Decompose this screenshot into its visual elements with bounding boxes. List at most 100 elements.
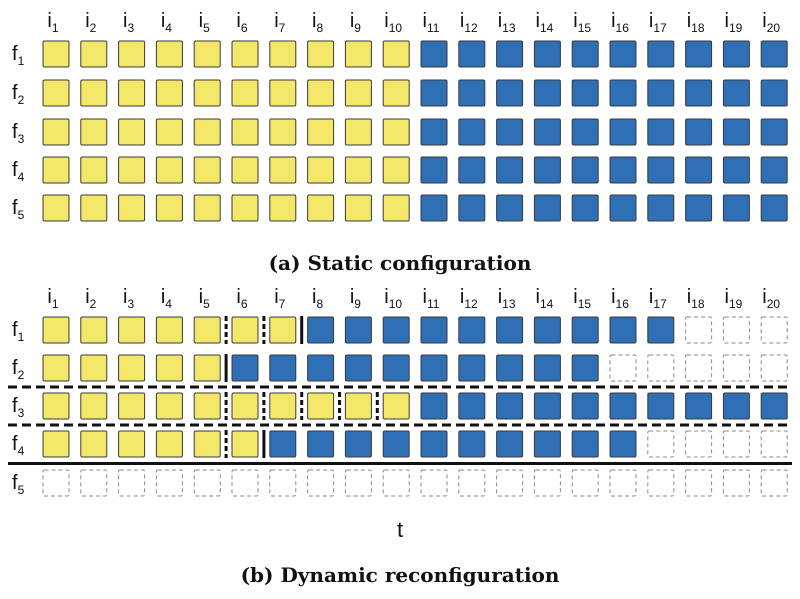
col-label-i7-letter: i bbox=[274, 10, 278, 32]
cell-yellow bbox=[155, 354, 183, 382]
col-label-i2: i2 bbox=[85, 10, 96, 35]
panel-a: i1 i2 i3 i4 i5 i6 i7 i8 i9 i10 i11 i12 i13 i14 i15 i16 i… bbox=[12, 10, 788, 275]
cell-blue bbox=[647, 79, 675, 107]
cell-blue bbox=[609, 316, 637, 344]
row-label-f5-subscript: 5 bbox=[18, 483, 25, 497]
row-label-f3-letter: f bbox=[12, 121, 18, 143]
cell-blue bbox=[420, 194, 448, 222]
cell-yellow bbox=[307, 194, 335, 222]
cell-blue bbox=[269, 354, 297, 382]
col-label-i10-letter: i bbox=[384, 10, 388, 32]
cell-empty bbox=[760, 430, 788, 458]
col-label-i15-letter: i bbox=[573, 10, 577, 32]
col-label-i16-subscript: 16 bbox=[616, 21, 630, 35]
cell-blue bbox=[571, 194, 599, 222]
panel-b-grid bbox=[42, 316, 788, 497]
cell-blue bbox=[496, 79, 524, 107]
row-label-f1-subscript: 1 bbox=[18, 330, 25, 344]
row-label-f3-letter: f bbox=[12, 395, 18, 417]
row-label-f2-letter: f bbox=[12, 357, 18, 379]
cell-empty bbox=[496, 469, 524, 497]
cell-yellow bbox=[231, 316, 259, 344]
cell-blue bbox=[760, 392, 788, 420]
cell-yellow bbox=[80, 40, 108, 68]
cell-blue bbox=[307, 430, 335, 458]
cell-blue bbox=[722, 118, 750, 146]
row-label-f2-subscript: 2 bbox=[18, 93, 25, 107]
col-label-i5-letter: i bbox=[199, 286, 203, 308]
row-label-f1: f1 bbox=[12, 43, 25, 68]
cell-blue bbox=[571, 118, 599, 146]
col-label-i6-letter: i bbox=[236, 10, 240, 32]
col-label-i9: i9 bbox=[350, 286, 361, 311]
cell-blue bbox=[533, 316, 561, 344]
cell-blue bbox=[533, 156, 561, 184]
col-label-i16: i16 bbox=[611, 10, 629, 35]
cell-yellow bbox=[155, 118, 183, 146]
cell-blue bbox=[685, 79, 713, 107]
col-label-i2-subscript: 2 bbox=[90, 297, 97, 311]
col-label-i5-subscript: 5 bbox=[203, 297, 210, 311]
cell-empty bbox=[685, 430, 713, 458]
col-label-i10: i10 bbox=[384, 10, 402, 35]
col-label-i3-letter: i bbox=[123, 10, 127, 32]
row-label-f4: f4 bbox=[12, 433, 25, 458]
cell-blue bbox=[420, 79, 448, 107]
cell-yellow bbox=[344, 40, 372, 68]
cell-blue bbox=[458, 79, 486, 107]
col-label-i8: i8 bbox=[312, 286, 323, 311]
cell-blue bbox=[760, 194, 788, 222]
col-label-i12: i12 bbox=[460, 286, 478, 311]
cell-yellow bbox=[231, 194, 259, 222]
cell-blue bbox=[760, 156, 788, 184]
cell-empty bbox=[231, 469, 259, 497]
cell-blue bbox=[420, 354, 448, 382]
cell-yellow bbox=[231, 118, 259, 146]
cell-yellow bbox=[193, 430, 221, 458]
cell-blue bbox=[496, 354, 524, 382]
cell-blue bbox=[458, 354, 486, 382]
col-label-i2-letter: i bbox=[85, 10, 89, 32]
col-label-i14-letter: i bbox=[535, 286, 539, 308]
col-label-i16-letter: i bbox=[611, 286, 615, 308]
cell-empty bbox=[760, 316, 788, 344]
cell-yellow bbox=[344, 156, 372, 184]
cell-yellow bbox=[382, 79, 410, 107]
cell-yellow bbox=[344, 392, 372, 420]
col-label-i11-subscript: 11 bbox=[427, 21, 440, 35]
cell-blue bbox=[420, 392, 448, 420]
col-label-i13-subscript: 13 bbox=[502, 297, 516, 311]
row-label-f5-letter: f bbox=[12, 197, 18, 219]
col-label-i19-subscript: 19 bbox=[729, 21, 743, 35]
cell-blue bbox=[533, 392, 561, 420]
col-label-i1: i1 bbox=[47, 286, 58, 311]
cell-yellow bbox=[193, 118, 221, 146]
col-label-i12-letter: i bbox=[460, 286, 464, 308]
col-label-i15: i15 bbox=[573, 286, 591, 311]
cell-yellow bbox=[231, 156, 259, 184]
col-label-i19-letter: i bbox=[724, 286, 728, 308]
cell-blue bbox=[458, 430, 486, 458]
col-label-i16: i16 bbox=[611, 286, 629, 311]
panel-a-column-labels: i1 i2 i3 i4 i5 i6 i7 i8 i9 i10 i11 i12 i13 i14 i15 i16 i… bbox=[47, 10, 780, 35]
cell-yellow bbox=[344, 194, 372, 222]
cell-empty bbox=[722, 354, 750, 382]
col-label-i13: i13 bbox=[498, 10, 516, 35]
col-label-i10-subscript: 10 bbox=[389, 297, 403, 311]
cell-yellow bbox=[42, 430, 70, 458]
cell-blue bbox=[533, 79, 561, 107]
col-label-i14: i14 bbox=[535, 286, 553, 311]
cell-yellow bbox=[155, 156, 183, 184]
panel-b: i1 i2 i3 i4 i5 i6 i7 i8 i9 i10 i11 i12 i13 i14 i15 i16 i… bbox=[8, 286, 792, 587]
cell-blue bbox=[609, 392, 637, 420]
cell-yellow bbox=[80, 79, 108, 107]
col-label-i8-subscript: 8 bbox=[316, 21, 323, 35]
cell-yellow bbox=[80, 194, 108, 222]
col-label-i18-letter: i bbox=[687, 10, 691, 32]
cell-empty bbox=[155, 469, 183, 497]
col-label-i13-letter: i bbox=[498, 286, 502, 308]
time-axis-label: t bbox=[397, 517, 403, 542]
col-label-i4-letter: i bbox=[161, 10, 165, 32]
col-label-i13-subscript: 13 bbox=[502, 21, 516, 35]
cell-blue bbox=[344, 354, 372, 382]
